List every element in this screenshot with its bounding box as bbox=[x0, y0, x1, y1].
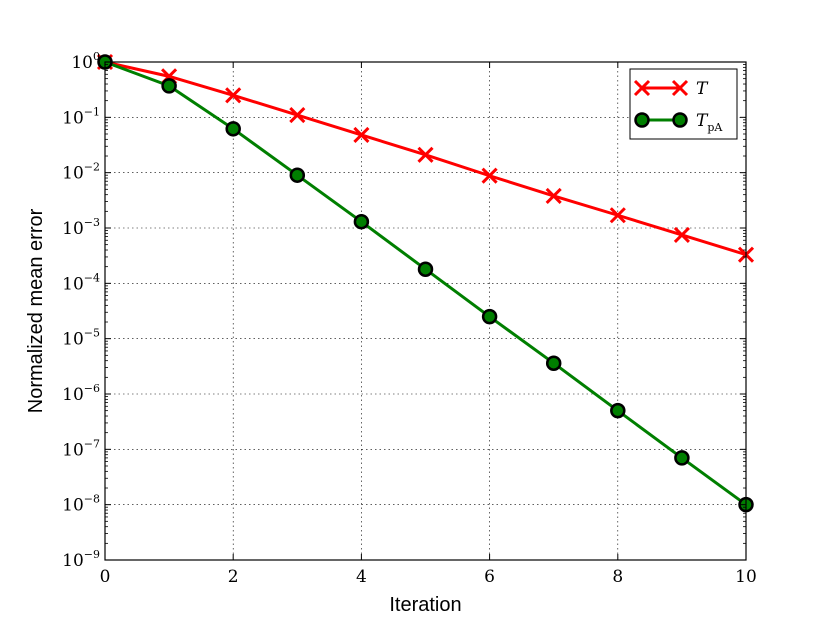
series-0-point bbox=[481, 167, 498, 184]
y-tick-label: 10−8 bbox=[62, 493, 100, 516]
y-axis-label: Normalized mean error bbox=[25, 208, 47, 413]
series-0 bbox=[96, 53, 755, 263]
series-1-point bbox=[353, 213, 370, 230]
series-1-point bbox=[674, 450, 690, 466]
plot-frame bbox=[104, 61, 747, 561]
series-0-point bbox=[289, 106, 306, 124]
legend-label: T bbox=[696, 79, 709, 99]
series-0-point bbox=[545, 187, 562, 204]
series-1-point bbox=[417, 261, 434, 277]
x-axis-label: Iteration bbox=[389, 594, 461, 616]
y-tick-label: 10−4 bbox=[62, 271, 100, 294]
y-tick-label: 100 bbox=[71, 50, 100, 73]
y-tick-label: 10−1 bbox=[62, 105, 100, 128]
series-0-point bbox=[225, 87, 242, 104]
x-tick-label: 8 bbox=[612, 567, 623, 587]
series-1-point bbox=[225, 121, 241, 137]
legend-marker bbox=[633, 79, 651, 97]
series-0-point bbox=[673, 226, 690, 243]
legend: T TpA bbox=[629, 68, 738, 140]
series-1-point bbox=[481, 308, 498, 325]
series-1-point bbox=[545, 355, 562, 371]
y-tick-label: 10−2 bbox=[62, 161, 100, 184]
series-1 bbox=[97, 54, 754, 513]
y-tick-label: 10−7 bbox=[62, 437, 100, 460]
legend-label: TpA bbox=[696, 111, 723, 134]
y-tick-label: 10−6 bbox=[62, 382, 100, 405]
ticks bbox=[104, 61, 747, 561]
legend-marker bbox=[672, 112, 688, 128]
legend-marker bbox=[634, 112, 650, 128]
x-tick-label: 4 bbox=[356, 567, 367, 587]
series-0-point bbox=[353, 126, 370, 144]
series-0-point bbox=[609, 207, 626, 224]
series-layer bbox=[96, 53, 755, 513]
grid bbox=[105, 62, 746, 560]
series-0-point bbox=[417, 146, 434, 163]
x-tick-label: 6 bbox=[484, 567, 495, 587]
series-1-point bbox=[610, 402, 626, 419]
y-tick-label: 10−3 bbox=[62, 216, 100, 239]
legend-marker bbox=[671, 79, 689, 97]
tick-labels: 0 2 4 6 8 10 100 10−1 10−2 10−3 10−4 10−5 10−6 10−7 10… bbox=[62, 50, 757, 587]
x-tick-label: 0 bbox=[100, 567, 111, 587]
x-tick-label: 10 bbox=[735, 567, 757, 587]
y-tick-label: 10−5 bbox=[62, 327, 100, 350]
y-tick-label: 10−9 bbox=[62, 548, 100, 571]
series-1-point bbox=[289, 167, 306, 183]
x-tick-label: 2 bbox=[228, 567, 239, 587]
series-1-point bbox=[161, 78, 177, 94]
